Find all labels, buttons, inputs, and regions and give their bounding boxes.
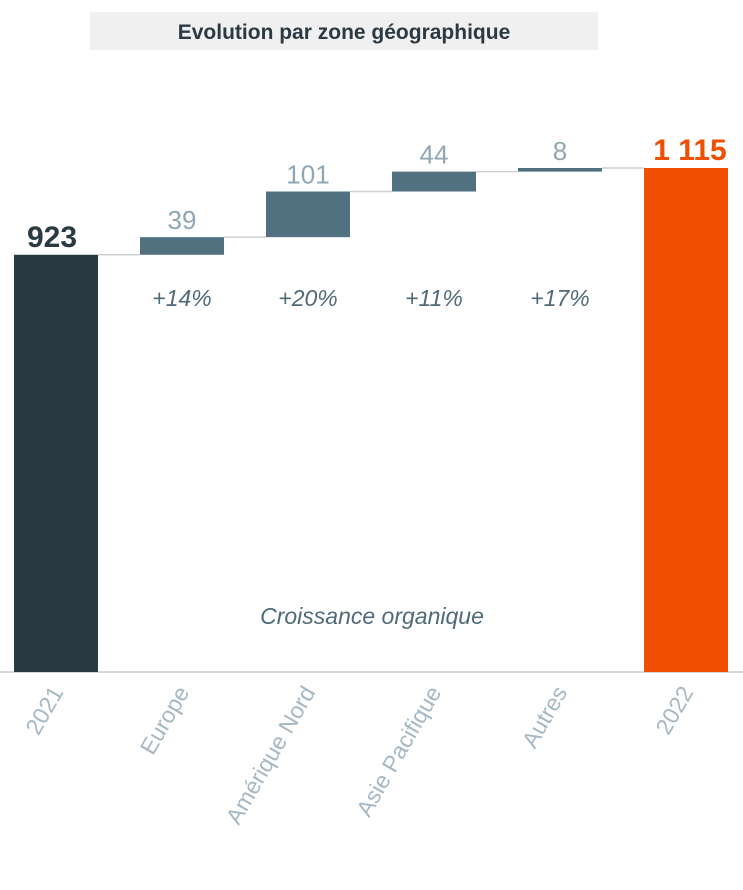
- x-tick-label: Europe: [135, 682, 195, 759]
- annotation: Croissance organique: [260, 603, 484, 629]
- x-tick-label: Amérique Nord: [220, 682, 320, 829]
- bar: [266, 191, 350, 238]
- bar: [14, 254, 98, 672]
- growth-label: +17%: [530, 285, 589, 311]
- bar: [392, 171, 476, 192]
- value-label: 1 115: [653, 134, 726, 167]
- x-tick-label: Asie Pacifique: [351, 682, 446, 821]
- bar: [644, 168, 728, 672]
- title-box: [90, 12, 598, 50]
- growth-label: +20%: [278, 285, 337, 311]
- bar: [518, 168, 602, 172]
- x-tick-label: 2022: [650, 682, 698, 739]
- bar: [140, 237, 224, 255]
- x-tick-label: Autres: [517, 682, 573, 753]
- value-label: 8: [553, 136, 567, 166]
- value-label: 44: [420, 140, 449, 170]
- chart-title: Evolution par zone géographique: [178, 21, 511, 44]
- value-label: 101: [286, 160, 329, 190]
- growth-label: +14%: [152, 285, 211, 311]
- value-label: 923: [27, 221, 77, 254]
- x-tick-label: 2021: [20, 682, 68, 739]
- growth-label: +11%: [405, 285, 463, 311]
- value-label: 39: [168, 205, 197, 235]
